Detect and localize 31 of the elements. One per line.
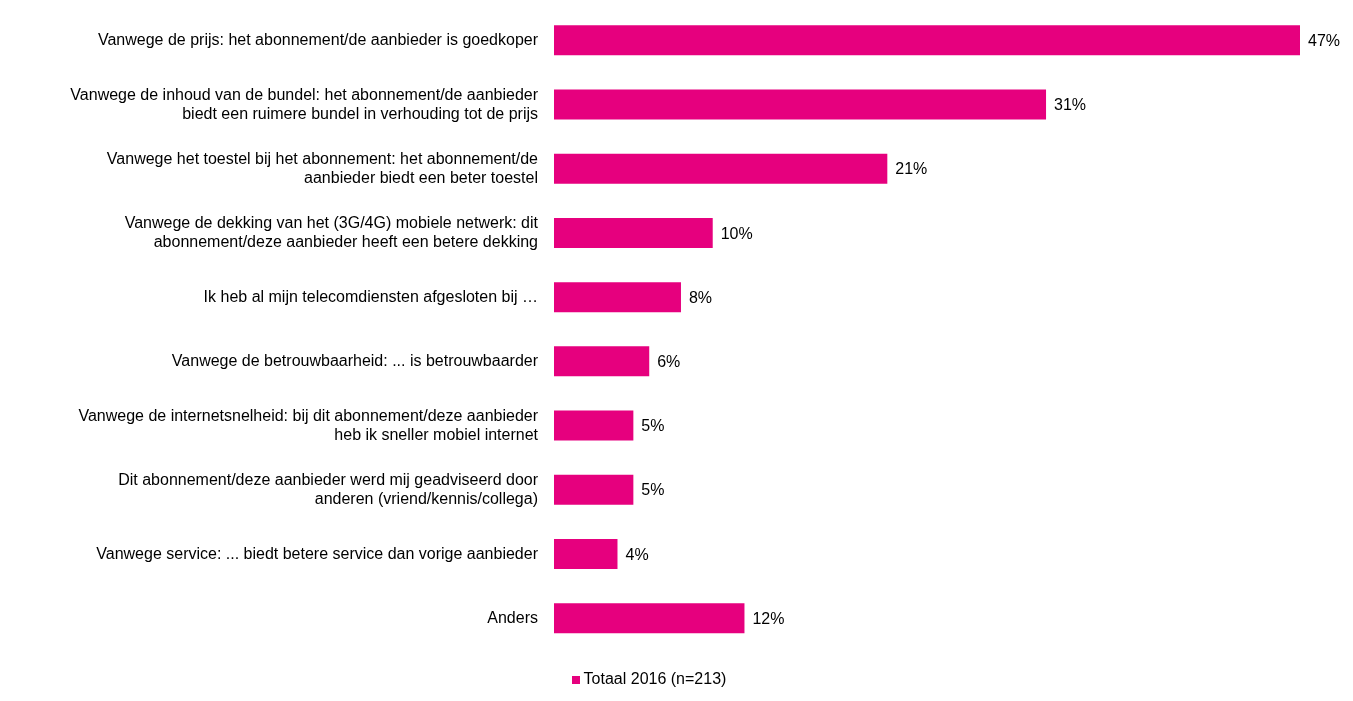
y-tick-label: Vanwege de dekking van het (3G/4G) mobiele netwerk: dit abonnement/deze aanbieder heeft een betere dekking <box>124 214 539 251</box>
data-label: 6% <box>657 353 681 371</box>
data-label: 31% <box>1054 96 1087 114</box>
y-tick-label: Vanwege het toestel bij het abonnement: het abonnement/de aanbieder biedt een beter toestel <box>106 150 539 186</box>
bar <box>554 346 650 377</box>
y-tick-label: Vanwege de betrouwbaarheid: ... is betrouwbaarder <box>171 352 539 370</box>
y-tick-label: Ik heb al mijn telecomdiensten afgesloten bij … <box>203 287 538 305</box>
y-tick-label: Vanwege service: ... biedt betere service dan vorige aanbieder <box>96 544 539 562</box>
bar <box>554 25 1300 56</box>
y-tick-label: Vanwege de internetsnelheid: bij dit abonnement/deze aanbieder heb ik sneller mobiel internet <box>78 406 539 443</box>
y-tick-label: Anders <box>487 608 538 626</box>
data-label: 8% <box>688 288 713 306</box>
data-label: 21% <box>895 160 928 178</box>
y-tick-label: Dit abonnement/deze aanbieder werd mij geadviseerd door anderen (vriend/kennis/collega) <box>118 471 539 507</box>
bar <box>554 538 618 569</box>
bar <box>554 474 634 505</box>
data-label: 10% <box>720 224 753 242</box>
bar <box>554 603 745 634</box>
data-label: 5% <box>641 417 665 435</box>
data-label: 4% <box>625 545 649 563</box>
y-tick-label: Vanwege de prijs: het abonnement/de aanbieder is goedkoper <box>97 31 539 49</box>
data-label: 47% <box>1308 32 1341 50</box>
bar <box>554 217 713 248</box>
data-label: 12% <box>752 609 785 627</box>
bar <box>554 153 888 184</box>
legend-label: Totaal 2016 (n=213) <box>583 670 727 687</box>
bar <box>554 410 634 441</box>
bar <box>554 89 1047 120</box>
data-label: 5% <box>641 481 665 499</box>
y-tick-label: Vanwege de inhoud van de bundel: het abonnement/de aanbieder biedt een ruimere bundel in verhouding tot de prijs <box>70 85 539 122</box>
bar <box>554 282 681 313</box>
